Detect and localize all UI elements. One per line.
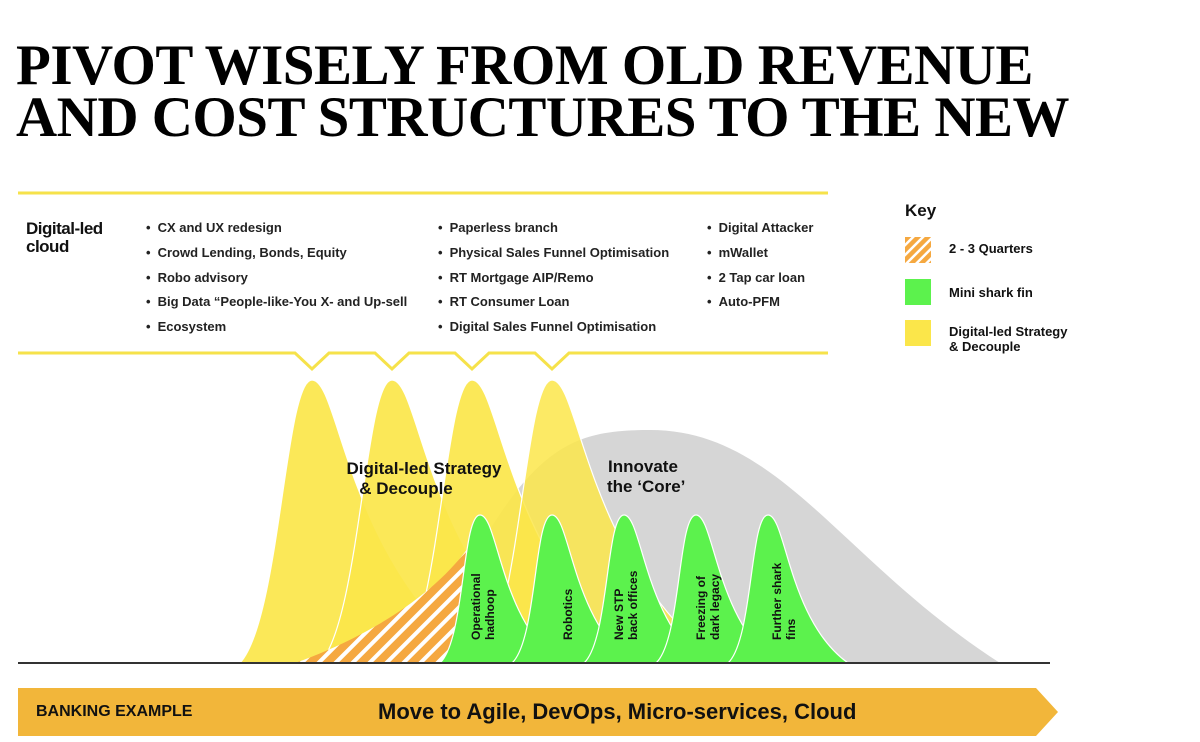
list-item: CX and UX redesign <box>146 221 407 246</box>
list-item: Big Data “People-like-You X- and Up-sell <box>146 295 408 320</box>
core-label-line-2: the ‘Core’ <box>607 477 685 496</box>
shark-fin-1 <box>439 514 562 663</box>
list-item: Robo advisory <box>146 270 407 296</box>
page-title: PIVOT WISELY FROM OLD REVENUE AND COST S… <box>16 34 1070 149</box>
list-item: Physical Sales Funnel Optimisation <box>438 245 670 271</box>
green-swatch-icon <box>905 279 931 305</box>
core-label-line-1: Innovate <box>608 457 678 476</box>
fin-label-1-line-1: Operational <box>469 573 483 640</box>
cloud-bottom-line <box>18 351 828 372</box>
key-label-strategy-line-2: & Decouple <box>949 339 1021 354</box>
banner-left-label: BANKING EXAMPLE <box>36 703 193 720</box>
key-label-strategy: Digital-led Strategy & Decouple <box>949 324 1119 354</box>
list-item: mWallet <box>707 245 813 271</box>
key-label-strategy-line-1: Digital-led Strategy <box>949 324 1068 339</box>
banking-example-banner: BANKING EXAMPLE Move to Agile, DevOps, M… <box>18 688 1058 736</box>
key-label-shark-fin: Mini shark fin <box>949 285 1033 300</box>
fin-label-4-line-1: Freezing of <box>694 575 708 640</box>
title-line-1: PIVOT WISELY FROM OLD REVENUE <box>16 34 1033 97</box>
title-line-2: AND COST STRUCTURES TO THE NEW <box>16 86 1070 149</box>
fin-label-1-line-2: hadhoop <box>483 589 497 640</box>
list-item: Digital Attacker <box>707 221 814 246</box>
shark-fin-3 <box>583 514 706 663</box>
cloud-label-line-2: cloud <box>26 237 69 256</box>
fin-label-3-line-1: New STP <box>612 589 626 640</box>
list-item: 2 Tap car loan <box>707 270 813 296</box>
quarters-hatch-area <box>295 548 468 663</box>
list-item: Paperless branch <box>438 221 669 246</box>
cloud-label: Digital-led cloud <box>26 220 103 256</box>
list-item: Auto-PFM <box>707 295 813 320</box>
strategy-label-line-2: & Decouple <box>359 479 453 498</box>
yellow-swatch-icon <box>905 320 931 346</box>
shark-fin-2 <box>511 514 634 663</box>
fin-label-2-line-1: Robotics <box>561 588 575 640</box>
shark-fin-5 <box>727 514 850 663</box>
key-label-quarters: 2 - 3 Quarters <box>949 241 1033 256</box>
list-item: Crowd Lending, Bonds, Equity <box>146 245 407 271</box>
list-item: Digital Sales Funnel Optimisation <box>438 320 669 345</box>
cloud-label-line-1: Digital-led <box>26 219 103 238</box>
hatch-swatch-icon <box>905 237 931 263</box>
shark-fin-4 <box>655 514 778 663</box>
list-item: Ecosystem <box>146 320 407 345</box>
list-item: RT Consumer Loan <box>438 295 669 320</box>
cloud-column-1: CX and UX redesign Crowd Lending, Bonds,… <box>146 221 408 345</box>
strategy-label-line-1: Digital-led Strategy <box>347 459 502 478</box>
fin-label-5-line-2: fins <box>784 618 798 640</box>
cloud-column-2: Paperless branch Physical Sales Funnel O… <box>438 221 670 345</box>
key-title: Key <box>905 201 937 220</box>
banner-main-label: Move to Agile, DevOps, Micro-services, C… <box>378 699 857 724</box>
cloud-column-3: Digital Attacker mWallet 2 Tap car loan … <box>707 221 814 320</box>
list-item: RT Mortgage AIP/Remo <box>438 270 669 296</box>
fin-label-4-line-2: dark legacy <box>708 574 722 640</box>
fin-label-5-line-1: Further shark <box>770 562 784 640</box>
fin-label-3-line-2: back offices <box>626 570 640 640</box>
